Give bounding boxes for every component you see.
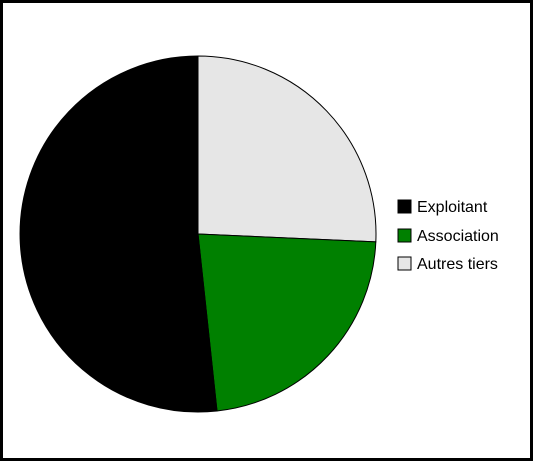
legend-label-exploitant: Exploitant	[417, 199, 488, 216]
pie-slices	[19, 55, 377, 413]
legend: Exploitant Association Autres tiers	[397, 199, 499, 273]
pie-slice-autres-tiers	[197, 55, 377, 243]
legend-item-autres-tiers: Autres tiers	[397, 256, 498, 273]
legend-swatch-association	[397, 228, 412, 243]
legend-item-association: Association	[397, 228, 499, 245]
pie-slice-exploitant	[19, 55, 218, 413]
pie-slice-association	[197, 233, 377, 412]
legend-swatch-exploitant	[397, 199, 412, 214]
legend-label-association: Association	[417, 228, 499, 245]
legend-swatch-autres-tiers	[397, 256, 412, 271]
legend-label-autres-tiers: Autres tiers	[417, 256, 498, 273]
legend-item-exploitant: Exploitant	[397, 199, 488, 216]
